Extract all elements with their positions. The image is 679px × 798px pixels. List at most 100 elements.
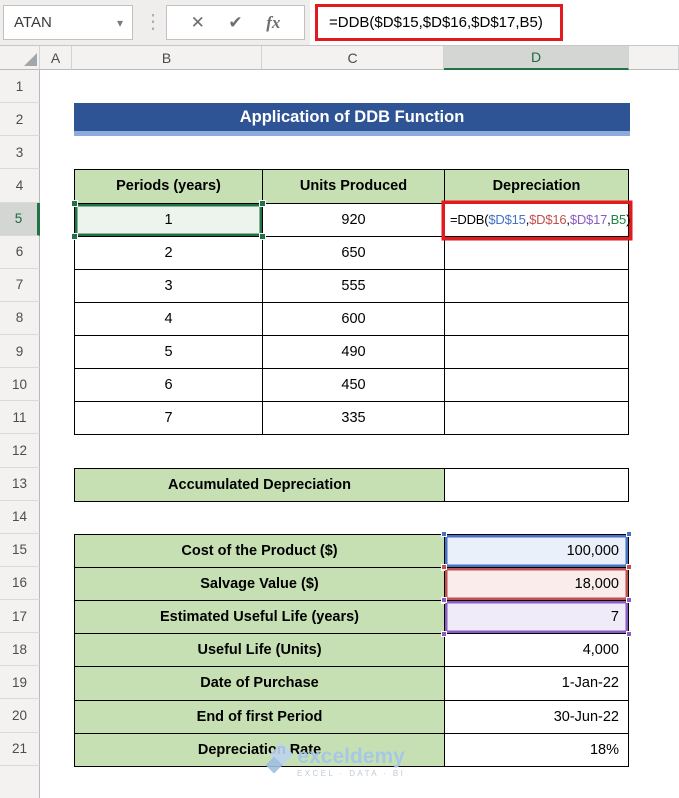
selection-handle[interactable] (259, 232, 266, 240)
row-header-19[interactable]: 19 (0, 666, 40, 700)
cell-D11-empty[interactable] (445, 402, 629, 436)
formula-part: $D$16 (529, 212, 567, 228)
cell-D5-formula[interactable]: =DDB($D$15, $D$16, $D$17, B5) (445, 203, 630, 237)
selection-handle[interactable] (71, 232, 78, 240)
column-header-D-selected[interactable]: D (444, 46, 629, 70)
range-handle[interactable] (441, 564, 447, 571)
row-header-12[interactable]: 12 (0, 434, 40, 468)
column-header-C[interactable]: C (262, 46, 444, 70)
row-header-9[interactable]: 9 (0, 335, 40, 369)
name-box[interactable]: ATAN ▾ (3, 5, 133, 40)
cell-D6-empty[interactable] (445, 236, 629, 270)
cancel-icon[interactable]: ✕ (190, 13, 205, 32)
parameters-table: Cost of the Product ($) 100,000 Salvage … (74, 530, 632, 767)
range-handle[interactable] (626, 631, 632, 638)
cell-D8-empty[interactable] (445, 302, 629, 337)
cell-D7-empty[interactable] (445, 269, 629, 303)
range-handle[interactable] (626, 597, 632, 604)
row-header-16[interactable]: 16 (0, 566, 40, 600)
row-header-6[interactable]: 6 (0, 235, 40, 269)
column-header-A[interactable]: A (40, 46, 72, 70)
cell-B6[interactable]: 2 (75, 236, 263, 270)
cell-D9-empty[interactable] (445, 336, 629, 370)
insert-function-icon[interactable]: fx (266, 12, 281, 32)
cell-D17-life[interactable]: 7 (441, 597, 632, 638)
cell-C11[interactable]: 335 (263, 402, 445, 436)
cell-C8[interactable]: 600 (263, 302, 445, 337)
row-header-1[interactable]: 1 (0, 70, 40, 104)
label-end-of-first-period[interactable]: End of first Period (75, 700, 445, 734)
range-handle[interactable] (626, 530, 632, 537)
ddb-periods-table: Periods (years) Units Produced Depreciat… (71, 169, 630, 436)
label-useful-life-years[interactable]: Estimated Useful Life (years) (75, 601, 445, 635)
cell-D16-salvage[interactable]: 18,000 (441, 564, 632, 605)
row-header-13[interactable]: 13 (0, 467, 40, 501)
row-headers: 1 2 3 4 5 6 7 8 9 10 11 12 13 14 15 16 1… (0, 70, 40, 798)
cell-D19-purchase-date[interactable]: 1-Jan-22 (445, 667, 629, 701)
selection-handle[interactable] (71, 199, 78, 207)
cell-D18-units[interactable]: 4,000 (445, 634, 629, 668)
formula-part: , (607, 212, 611, 228)
label-useful-life-units[interactable]: Useful Life (Units) (75, 634, 445, 668)
label-date-of-purchase[interactable]: Date of Purchase (75, 667, 445, 701)
label-salvage-value[interactable]: Salvage Value ($) (75, 568, 445, 602)
label-depreciation-rate[interactable]: Depreciation Rate (75, 733, 445, 767)
cell-C7[interactable]: 555 (263, 269, 445, 303)
formula-part: $D$15 (488, 212, 526, 228)
formula-part: $D$17 (569, 212, 608, 228)
cell-B10[interactable]: 6 (75, 369, 263, 403)
row-header-17[interactable]: 17 (0, 600, 40, 634)
enter-check-icon[interactable]: ✔ (228, 13, 243, 32)
range-handle[interactable] (626, 564, 632, 571)
row-header-20[interactable]: 20 (0, 699, 40, 733)
row-header-3[interactable]: 3 (0, 136, 40, 170)
cell-B11[interactable]: 7 (75, 402, 263, 436)
row-header-2[interactable]: 2 (0, 103, 40, 137)
chevron-down-icon[interactable]: ▾ (116, 16, 123, 30)
cell-D20-period-end[interactable]: 30-Jun-22 (445, 700, 629, 734)
column-header-E-partial[interactable] (629, 46, 679, 70)
row-header-15[interactable]: 15 (0, 533, 40, 567)
formula-buttons-group: ✕ ✔ fx (166, 5, 305, 40)
table1-header-depreciation[interactable]: Depreciation (445, 170, 629, 204)
cell-D10-empty[interactable] (445, 369, 629, 403)
range-handle[interactable] (441, 597, 447, 604)
formula-bar-text[interactable]: =DDB($D$15,$D$16,$D$17,B5) (329, 14, 543, 31)
cell-D21-rate[interactable]: 18% (445, 733, 629, 767)
row-header-4[interactable]: 4 (0, 169, 40, 203)
cell-B5-selected[interactable]: 1 (71, 199, 266, 240)
row-header-18[interactable]: 18 (0, 633, 40, 667)
row-header-8[interactable]: 8 (0, 301, 40, 335)
cell-C5[interactable]: 920 (263, 203, 445, 237)
row-header-22-partial[interactable] (0, 765, 40, 798)
accumulated-depreciation-label[interactable]: Accumulated Depreciation (75, 468, 445, 502)
cell-B7[interactable]: 3 (75, 269, 263, 303)
cell-C10[interactable]: 450 (263, 369, 445, 403)
row-header-14[interactable]: 14 (0, 500, 40, 534)
name-box-value: ATAN (14, 14, 52, 31)
cell-D15-cost[interactable]: 100,000 (441, 530, 632, 572)
cell-C6[interactable]: 650 (263, 236, 445, 270)
cell-D13-empty[interactable] (445, 468, 629, 502)
cell-B8[interactable]: 4 (75, 302, 263, 337)
column-headers: A B C D (0, 46, 679, 70)
table1-header-periods[interactable]: Periods (years) (75, 170, 263, 204)
selection-handle[interactable] (259, 199, 266, 207)
cell-D17-value: 7 (610, 609, 619, 626)
row-header-11[interactable]: 11 (0, 401, 40, 435)
column-header-B[interactable]: B (72, 46, 262, 70)
cell-C9[interactable]: 490 (263, 336, 445, 370)
select-all-corner[interactable] (0, 46, 40, 70)
row-header-21[interactable]: 21 (0, 732, 40, 766)
row-header-10[interactable]: 10 (0, 368, 40, 402)
page-title[interactable]: Application of DDB Function (74, 103, 630, 131)
label-cost-of-product[interactable]: Cost of the Product ($) (75, 534, 445, 569)
row-header-5-selected[interactable]: 5 (0, 202, 40, 236)
range-handle[interactable] (441, 530, 447, 537)
formula-part: =DDB( (450, 212, 489, 228)
range-handle[interactable] (441, 631, 447, 638)
cell-B9[interactable]: 5 (75, 336, 263, 370)
table1-header-units[interactable]: Units Produced (263, 170, 445, 204)
row-header-7[interactable]: 7 (0, 268, 40, 302)
